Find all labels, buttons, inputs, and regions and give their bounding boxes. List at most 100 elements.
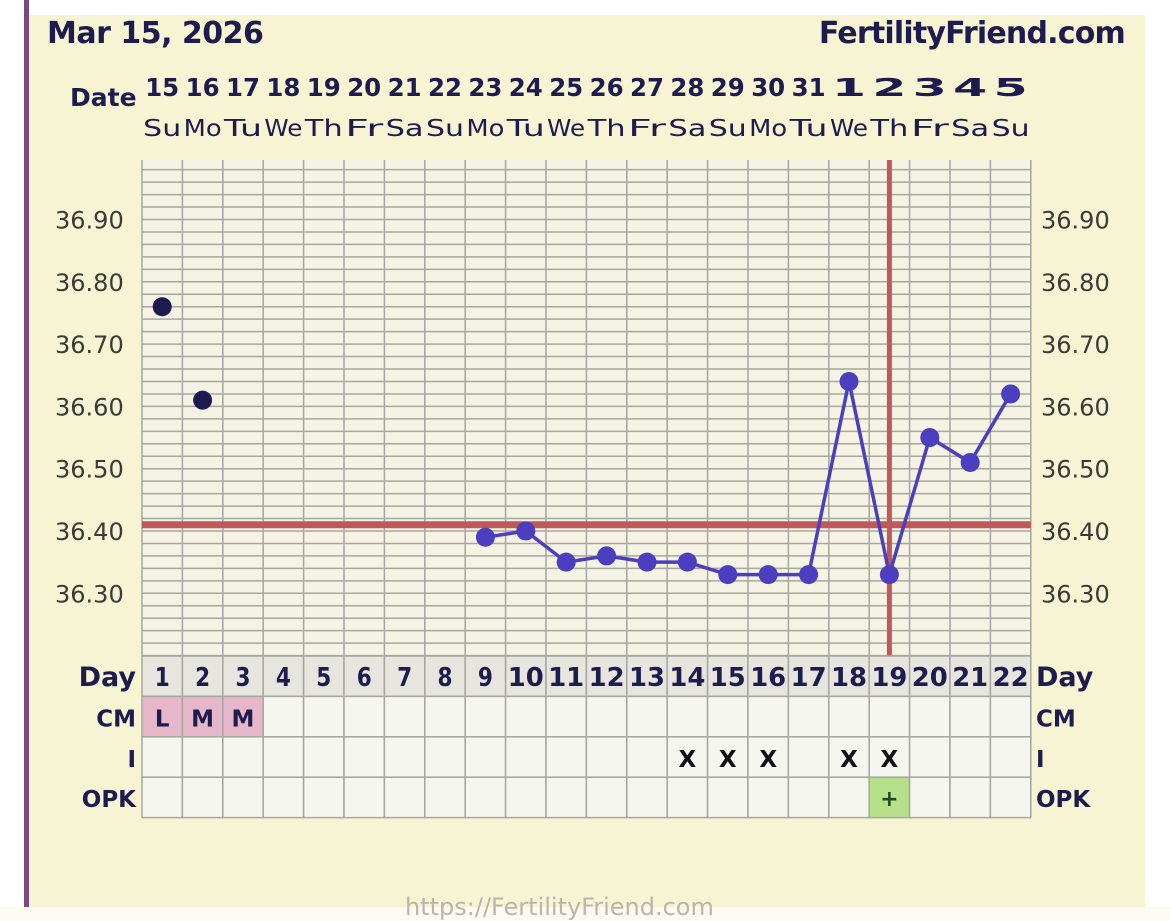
cm-entry: L bbox=[155, 706, 170, 732]
table-cell bbox=[504, 736, 547, 778]
weekday-label: We bbox=[830, 116, 868, 142]
temperature-point bbox=[799, 565, 819, 585]
intercourse-mark: X bbox=[840, 747, 858, 773]
cycle-day-number: 4 bbox=[276, 663, 291, 693]
temperature-point bbox=[920, 428, 940, 448]
weekday-label: We bbox=[264, 116, 302, 142]
table-cell bbox=[302, 736, 345, 778]
intercourse-mark: X bbox=[719, 747, 737, 773]
date-label: 24 bbox=[509, 73, 543, 102]
table-cell bbox=[383, 736, 426, 778]
table-cell bbox=[181, 736, 224, 778]
table-cell bbox=[747, 736, 790, 778]
table-cell bbox=[908, 655, 951, 698]
date-label: 27 bbox=[630, 73, 664, 102]
intercourse-mark: X bbox=[679, 747, 697, 773]
temperature-point bbox=[1001, 384, 1021, 404]
table-cell bbox=[464, 736, 507, 778]
cycle-day-number: 5 bbox=[316, 663, 331, 693]
weekday-label: Tu bbox=[222, 116, 262, 142]
table-cell bbox=[626, 695, 668, 738]
screen-edge-left bbox=[0, 0, 24, 907]
table-cell bbox=[989, 736, 1032, 778]
y-tick-label-left: 36.90 bbox=[55, 207, 124, 235]
table-cell bbox=[706, 655, 749, 698]
weekday-label: Sa bbox=[386, 116, 424, 142]
table-cell bbox=[302, 695, 345, 738]
cycle-day-number: 3 bbox=[236, 663, 251, 693]
y-tick-label-right: 36.30 bbox=[1041, 580, 1110, 608]
table-cell bbox=[868, 695, 911, 738]
i-row-label-left: I bbox=[127, 747, 136, 773]
cycle-day-number: 13 bbox=[629, 663, 665, 693]
table-cell bbox=[666, 655, 709, 698]
cycle-day-number: 21 bbox=[952, 663, 988, 693]
cycle-day-number: 17 bbox=[791, 663, 827, 693]
weekday-label: Th bbox=[586, 116, 625, 142]
cycle-day-number: 7 bbox=[397, 663, 412, 693]
cycle-day-number: 2 bbox=[195, 663, 210, 693]
i-row-label-right: I bbox=[1036, 747, 1045, 773]
intercourse-mark: X bbox=[759, 747, 777, 773]
footer-url[interactable]: https://FertilityFriend.com bbox=[405, 893, 714, 921]
table-cell bbox=[868, 736, 911, 778]
y-tick-label-right: 36.90 bbox=[1041, 207, 1110, 235]
table-cell bbox=[949, 695, 992, 738]
temperature-point bbox=[718, 565, 738, 585]
cycle-day-number: 20 bbox=[912, 663, 948, 693]
table-cell bbox=[545, 776, 588, 819]
temperature-point bbox=[516, 521, 536, 541]
table-cell bbox=[383, 655, 426, 698]
date-label: 17 bbox=[226, 73, 260, 102]
table-cell bbox=[626, 776, 668, 819]
date-label: 4 bbox=[953, 73, 987, 102]
cycle-day-number: 22 bbox=[993, 663, 1029, 693]
table-cell bbox=[908, 736, 951, 778]
date-row-label: Date bbox=[70, 83, 137, 112]
date-label: 26 bbox=[590, 73, 624, 102]
date-label: 5 bbox=[994, 73, 1028, 102]
temperature-point bbox=[556, 552, 576, 572]
table-cell bbox=[222, 776, 264, 819]
table-cell bbox=[383, 695, 426, 738]
y-tick-label-right: 36.70 bbox=[1041, 331, 1110, 359]
date-label: 18 bbox=[266, 73, 300, 102]
temperature-point bbox=[597, 546, 617, 566]
date-label: 31 bbox=[792, 73, 826, 102]
table-cell bbox=[545, 695, 588, 738]
date-label: 15 bbox=[145, 73, 179, 102]
table-cell bbox=[424, 736, 466, 778]
table-cell bbox=[989, 776, 1032, 819]
table-cell bbox=[343, 776, 386, 819]
table-cell bbox=[302, 776, 345, 819]
table-cell bbox=[787, 695, 830, 738]
intercourse-mark: X bbox=[881, 747, 899, 773]
table-cell bbox=[666, 695, 709, 738]
temperature-point bbox=[637, 552, 657, 572]
screen-edge-top bbox=[29, 0, 1145, 15]
date-label: 29 bbox=[711, 73, 745, 102]
temperature-point bbox=[879, 565, 899, 585]
table-cell bbox=[949, 736, 992, 778]
weekday-label: Su bbox=[709, 116, 747, 142]
table-cell bbox=[464, 695, 507, 738]
table-cell bbox=[181, 655, 224, 698]
opk-entry: + bbox=[880, 787, 898, 812]
cycle-day-number: 10 bbox=[508, 663, 544, 693]
table-cell bbox=[343, 695, 386, 738]
y-tick-label-left: 36.40 bbox=[55, 518, 124, 546]
table-cell bbox=[828, 776, 870, 819]
brand-name[interactable]: FertilityFriend.com bbox=[818, 16, 1126, 51]
table-cell bbox=[222, 695, 264, 738]
weekday-label: Th bbox=[303, 116, 342, 142]
cm-entry: M bbox=[232, 706, 255, 732]
weekday-label: Fr bbox=[345, 116, 384, 142]
table-cell bbox=[787, 736, 830, 778]
y-tick-label-left: 36.70 bbox=[55, 331, 124, 359]
date-label: 2 bbox=[872, 73, 906, 102]
weekday-label: We bbox=[547, 116, 585, 142]
table-cell bbox=[706, 695, 749, 738]
window-left-border bbox=[24, 0, 29, 907]
cycle-day-number: 11 bbox=[548, 663, 584, 693]
